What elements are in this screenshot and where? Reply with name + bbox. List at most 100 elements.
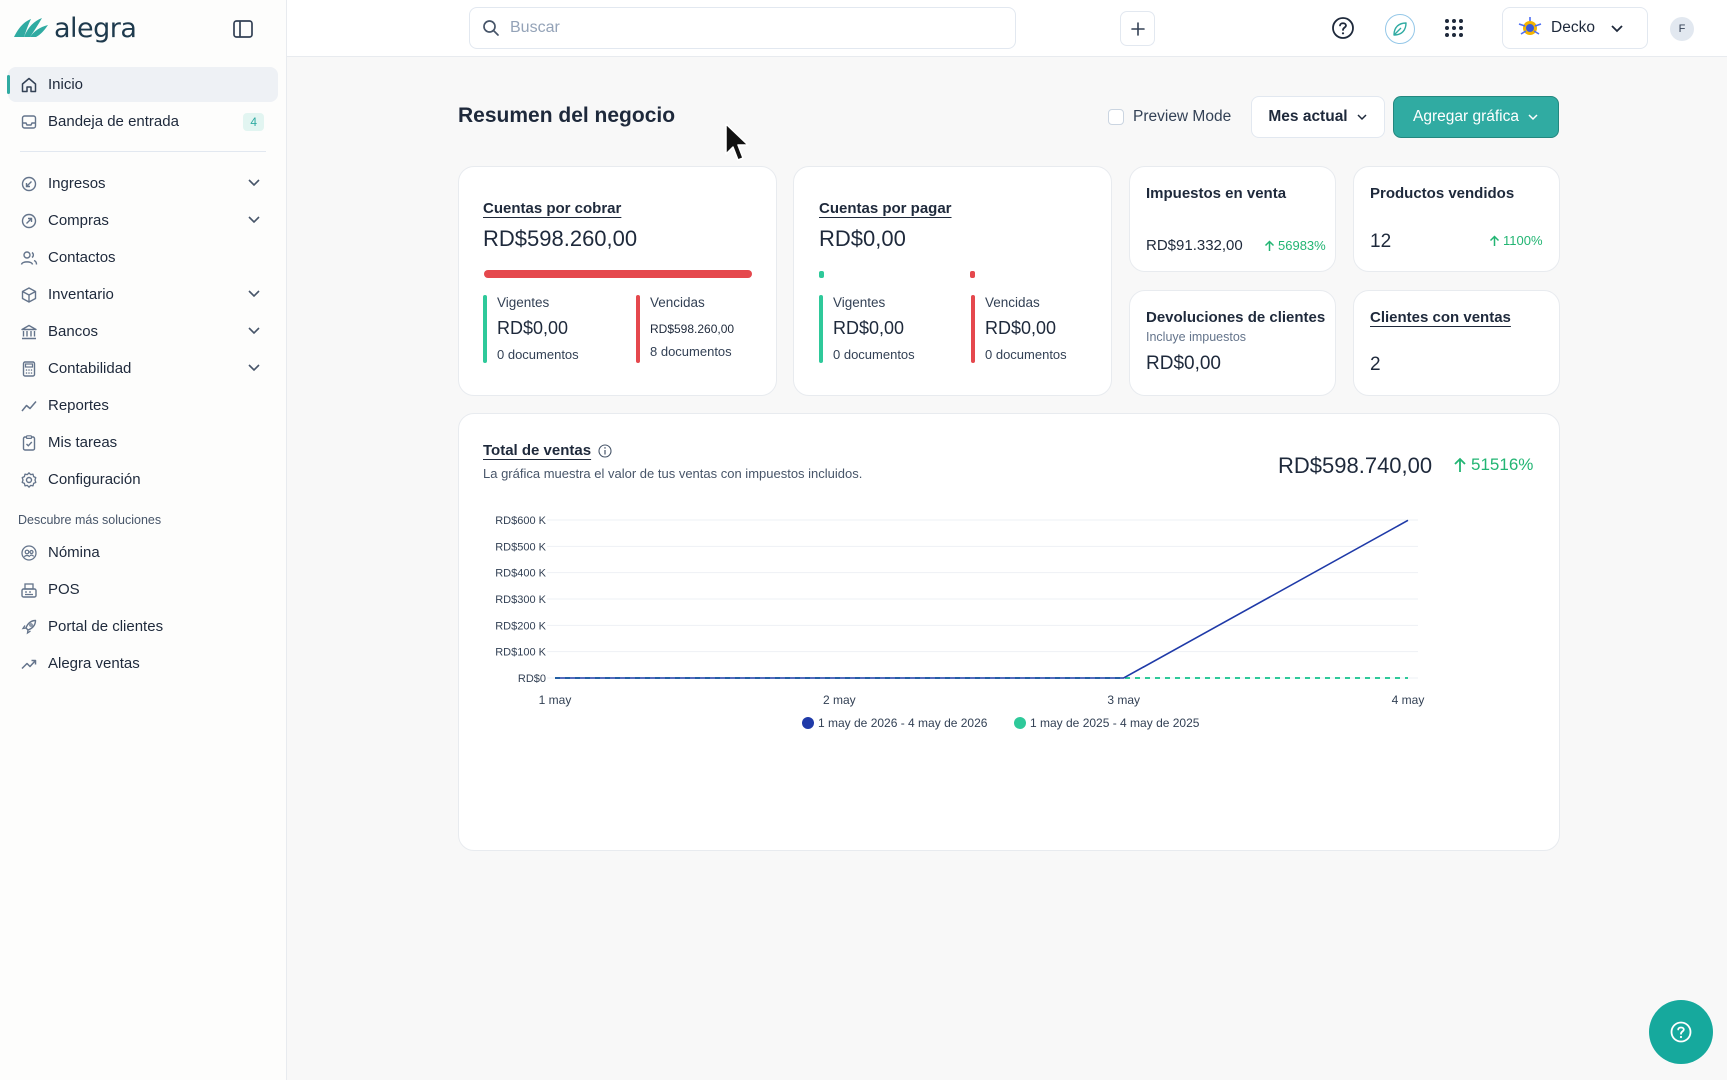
overdue-amount: RD$598.260,00 bbox=[650, 322, 735, 336]
y-tick-label: RD$600 K bbox=[495, 515, 546, 527]
preview-mode-checkbox[interactable] bbox=[1108, 109, 1124, 125]
alegra-logo[interactable]: alegra bbox=[12, 13, 137, 44]
sidebar-item-label: POS bbox=[48, 581, 80, 598]
logo-row: alegra bbox=[0, 0, 286, 57]
arrow-up-icon bbox=[1489, 234, 1500, 246]
sidebar-item-contabilidad[interactable]: Contabilidad bbox=[8, 351, 278, 386]
user-avatar[interactable]: F bbox=[1670, 17, 1694, 41]
preview-mode-label: Preview Mode bbox=[1133, 108, 1232, 125]
sidebar-item-compras[interactable]: Compras bbox=[8, 203, 278, 238]
sidebar-item-configuracion[interactable]: Configuración bbox=[8, 462, 278, 497]
returns-amount: RD$0,00 bbox=[1146, 353, 1221, 374]
leaf-icon bbox=[1393, 22, 1407, 36]
sidebar-item-bancos[interactable]: Bancos bbox=[8, 314, 278, 349]
current-label: Vigentes bbox=[497, 295, 550, 310]
search-input[interactable] bbox=[510, 19, 990, 37]
add-chart-button[interactable]: Agregar gráfica bbox=[1393, 96, 1559, 138]
payables-title[interactable]: Cuentas por pagar bbox=[819, 200, 952, 217]
nav-divider bbox=[20, 151, 266, 152]
clients-card: Clientes con ventas 2 bbox=[1353, 290, 1560, 396]
help-fab-button[interactable] bbox=[1649, 1000, 1713, 1064]
add-chart-label: Agregar gráfica bbox=[1413, 108, 1519, 125]
sidebar-item-label: Bandeja de entrada bbox=[48, 113, 179, 130]
plus-icon bbox=[1130, 21, 1145, 36]
products-sold-value: 12 bbox=[1370, 231, 1392, 252]
current-docs: 0 documentos bbox=[833, 347, 915, 362]
help-icon bbox=[1670, 1021, 1692, 1043]
receivables-title[interactable]: Cuentas por cobrar bbox=[483, 200, 622, 217]
sidebar-item-reportes[interactable]: Reportes bbox=[8, 388, 278, 423]
arrow-up-icon bbox=[1454, 457, 1466, 472]
chevron-down-icon bbox=[246, 322, 262, 342]
sidebar-item-label: Configuración bbox=[48, 471, 141, 488]
payables-overdue-col: Vencidas RD$0,00 0 documentos bbox=[971, 295, 1067, 363]
y-tick-label: RD$300 K bbox=[495, 594, 546, 606]
bank-icon bbox=[20, 323, 38, 341]
preview-mode-toggle[interactable]: Preview Mode bbox=[1108, 108, 1231, 126]
sidebar-item-contactos[interactable]: Contactos bbox=[8, 240, 278, 275]
sidebar-item-bandeja[interactable]: Bandeja de entrada 4 bbox=[8, 104, 278, 139]
sidebar-toggle-icon[interactable] bbox=[232, 18, 254, 40]
sales-change: 51516% bbox=[1453, 455, 1533, 475]
apps-grid-icon[interactable] bbox=[1444, 18, 1464, 38]
overdue-docs: 8 documentos bbox=[650, 344, 732, 359]
inbox-count-badge: 4 bbox=[243, 112, 264, 131]
y-tick-label: RD$500 K bbox=[495, 541, 546, 553]
x-tick-label: 4 may bbox=[1392, 693, 1425, 707]
sales-total: RD$598.740,00 bbox=[1278, 453, 1433, 478]
sidebar-item-label: Mis tareas bbox=[48, 434, 118, 451]
sales-change-value: 51516% bbox=[1471, 455, 1534, 474]
receivables-card bbox=[458, 166, 777, 396]
series-line-current bbox=[555, 519, 1409, 679]
sidebar-item-label: Reportes bbox=[48, 397, 109, 414]
sidebar-item-inventario[interactable]: Inventario bbox=[8, 277, 278, 312]
sidebar-item-label: Nómina bbox=[48, 544, 100, 561]
sales-title[interactable]: Total de ventas bbox=[483, 442, 592, 459]
y-tick-label: RD$400 K bbox=[495, 568, 546, 580]
payables-overdue-dot bbox=[970, 271, 975, 278]
x-tick-label: 3 may bbox=[1107, 693, 1140, 707]
purchases-icon bbox=[20, 212, 38, 230]
sidebar-item-nomina[interactable]: Nómina bbox=[8, 535, 278, 570]
sales-tax-change-value: 56983% bbox=[1278, 238, 1326, 253]
products-sold-change: 1100% bbox=[1489, 233, 1543, 248]
returns-title: Devoluciones de clientes bbox=[1146, 309, 1326, 326]
create-new-button[interactable] bbox=[1120, 11, 1155, 46]
sales-tax-change: 56983% bbox=[1264, 238, 1326, 253]
products-sold-change-value: 1100% bbox=[1503, 233, 1543, 248]
inbox-icon bbox=[20, 113, 38, 131]
overdue-label: Vencidas bbox=[650, 295, 705, 310]
y-tick-label: RD$100 K bbox=[495, 647, 546, 659]
products-sold-title: Productos vendidos bbox=[1370, 185, 1515, 202]
current-indicator bbox=[819, 295, 823, 363]
sidebar: alegra Inicio Bandeja de entrada 4 Ingre… bbox=[0, 0, 287, 1080]
help-icon[interactable] bbox=[1331, 16, 1355, 40]
overdue-label: Vencidas bbox=[985, 295, 1040, 310]
sidebar-item-alegra-ventas[interactable]: Alegra ventas bbox=[8, 646, 278, 681]
x-tick-label: 1 may bbox=[539, 693, 572, 707]
chevron-down-icon bbox=[246, 285, 262, 305]
sales-tax-amount: RD$91.332,00 bbox=[1146, 237, 1243, 254]
sidebar-item-label: Bancos bbox=[48, 323, 99, 340]
search-box[interactable] bbox=[469, 7, 1016, 49]
returns-subtitle: Incluye impuestos bbox=[1146, 330, 1247, 344]
assistant-button[interactable] bbox=[1385, 14, 1415, 44]
pos-icon bbox=[20, 581, 38, 599]
payables-card bbox=[793, 166, 1112, 396]
info-icon[interactable] bbox=[598, 443, 612, 458]
chevron-down-icon bbox=[1611, 25, 1623, 33]
sidebar-item-pos[interactable]: POS bbox=[8, 572, 278, 607]
sidebar-item-inicio[interactable]: Inicio bbox=[7, 67, 278, 102]
sidebar-item-portal-clientes[interactable]: Portal de clientes bbox=[8, 609, 278, 644]
period-dropdown[interactable]: Mes actual bbox=[1251, 96, 1385, 138]
current-amount: RD$0,00 bbox=[497, 318, 569, 338]
receivables-progress-track bbox=[484, 270, 752, 278]
y-tick-label: RD$200 K bbox=[495, 620, 546, 632]
clients-title[interactable]: Clientes con ventas bbox=[1370, 309, 1511, 326]
company-selector[interactable]: Decko bbox=[1502, 7, 1648, 49]
sidebar-item-ingresos[interactable]: Ingresos bbox=[8, 166, 278, 201]
sidebar-item-mis-tareas[interactable]: Mis tareas bbox=[8, 425, 278, 460]
sales-tax-card: Impuestos en venta RD$91.332,00 56983% bbox=[1129, 166, 1336, 272]
current-docs: 0 documentos bbox=[497, 347, 579, 362]
sales-description: La gráfica muestra el valor de tus venta… bbox=[483, 466, 863, 481]
